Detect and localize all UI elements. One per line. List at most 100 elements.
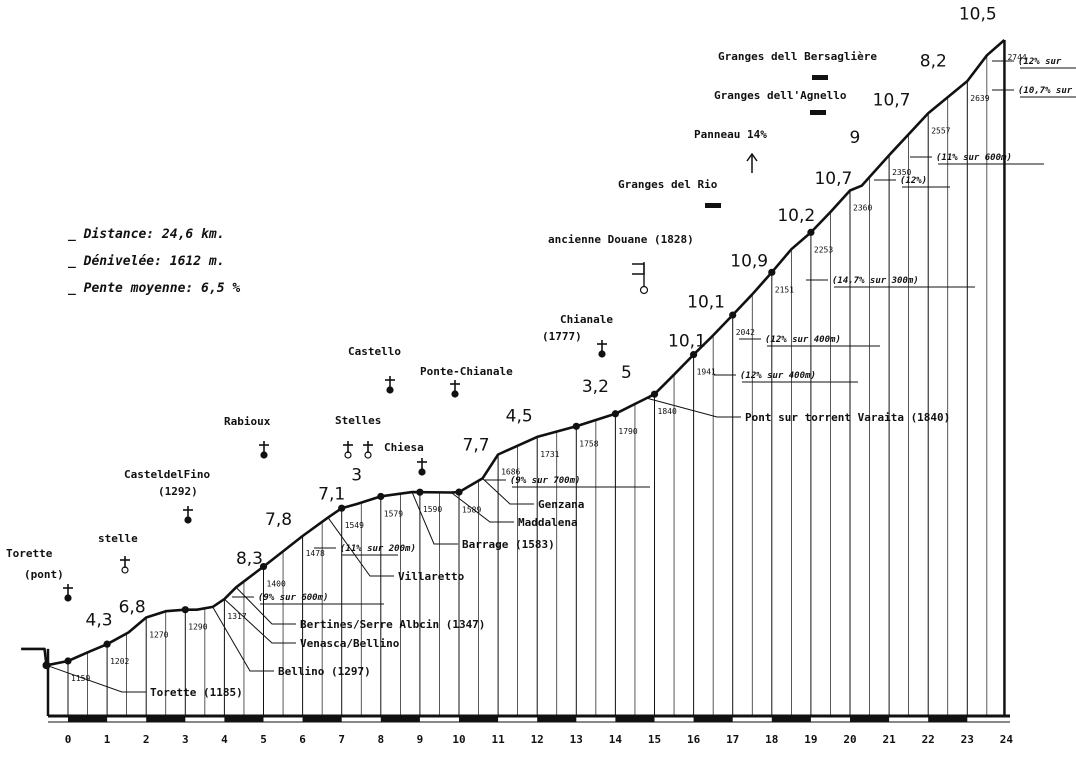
altitude-label: 2042 [736, 328, 755, 337]
altitude-label: 2744 [1007, 53, 1026, 62]
point-leader-line [450, 492, 514, 523]
x-tick-label: 2 [143, 733, 150, 746]
place-labels: Torette (pont) stelle CasteldelFino (1292) Ra… [6, 50, 877, 602]
profile-point-marker [181, 606, 189, 614]
x-tick-label: 22 [922, 733, 935, 746]
x-tick-label: 3 [182, 733, 189, 746]
profile-point-marker [650, 390, 659, 398]
profile-point-label: Bertines/Serre Albcin (1347) [300, 618, 485, 631]
base-segment [146, 715, 186, 722]
segment-gradient-label: 10,9 [730, 251, 768, 271]
profile-point-marker [611, 410, 620, 418]
profile-point-label: Villaretto [398, 570, 465, 583]
church-icon-base [451, 390, 459, 398]
segment-gradient-label: 10,5 [959, 4, 997, 24]
x-tick-label: 9 [417, 733, 424, 746]
profile-point-marker [259, 562, 268, 571]
altitude-label: 1159 [71, 674, 90, 683]
altitude-label: 2639 [970, 94, 989, 103]
profile-point-marker [572, 422, 580, 430]
altitude-label: 1840 [658, 407, 677, 416]
altitude-label: 2253 [814, 245, 833, 254]
profile-point-marker [768, 268, 776, 276]
segment-gradient-label: 4,5 [506, 407, 533, 427]
km-base-bar: 0 1 2 3 4 5 6 7 8 9 10 11 12 13 14 15 16 17 18 19 20 21 22 23 24 [48, 714, 1013, 746]
info-line: _ Distance: 24,6 km. [68, 227, 225, 242]
info-box: _ Distance: 24,6 km. _ Dénivelée: 1612 m.… [68, 227, 240, 296]
base-segment [224, 715, 264, 722]
x-tick-label: 5 [260, 733, 267, 746]
x-tick-label: 0 [65, 733, 72, 746]
place-label: Panneau 14% [694, 128, 767, 141]
profile-point-marker [377, 492, 385, 501]
segment-gradient-label: 10,1 [668, 332, 706, 352]
segment-gradient-label: 4,3 [86, 611, 113, 631]
profile-point-label: Torette (1185) [150, 686, 243, 699]
altitude-label: 1686 [501, 468, 520, 477]
info-line: _ Dénivelée: 1612 m. [68, 254, 225, 269]
place-label: Granges dell'Agnello [714, 89, 847, 102]
profile-point-marker [416, 488, 424, 496]
profile-point-marker [690, 351, 698, 359]
church-icon-base [598, 350, 606, 358]
segment-gradient-label: 3,2 [582, 377, 609, 397]
segment-gradient-label: 5 [621, 363, 632, 383]
barn-marker-icon [810, 110, 826, 115]
gradient-note: (9% sur 600m) [258, 593, 328, 603]
place-label: Torette [6, 547, 53, 560]
altitude-label: 1590 [423, 505, 442, 514]
church-icon-base [260, 451, 268, 459]
altitude-label: 2360 [853, 203, 872, 212]
base-segment [302, 715, 342, 722]
profile-group: 1159 1202 1270 1290 1317 1400 1478 1549 1579 1590… [21, 4, 1027, 699]
altitude-label: 1202 [110, 657, 129, 666]
x-tick-label: 21 [882, 733, 896, 746]
place-label: ancienne Douane (1828) [548, 233, 694, 246]
segment-gradient-label: 10,7 [814, 169, 852, 189]
base-segment [459, 715, 499, 722]
x-tick-label: 1 [104, 733, 111, 746]
place-label: Rabioux [224, 415, 271, 428]
segment-gradient-label: 7,7 [463, 435, 490, 455]
segment-gradient-label: 6,8 [119, 597, 146, 617]
place-label: Granges del Rio [618, 178, 718, 191]
point-leader-line [224, 598, 296, 644]
altitude-label: 1270 [149, 631, 168, 640]
altitude-label: 2350 [892, 168, 911, 177]
x-tick-label: 15 [648, 733, 661, 746]
point-leader-line [212, 606, 274, 672]
base-segment [68, 715, 108, 722]
x-tick-label: 7 [338, 733, 345, 746]
altitude-label: 1478 [306, 549, 325, 558]
place-sublabel: (1777) [542, 330, 582, 343]
x-tick-label: 17 [726, 733, 739, 746]
x-tick-label: 18 [765, 733, 778, 746]
gradient-note: (11% sur 600m) [936, 153, 1012, 163]
base-segment [615, 715, 655, 722]
point-leader-line [46, 664, 146, 693]
altitude-label: 1579 [384, 509, 403, 518]
point-leader-line [482, 478, 534, 505]
base-segment [693, 715, 733, 722]
place-label: Castello [348, 345, 401, 358]
altitude-label: 1790 [618, 427, 637, 436]
place-label: stelle [98, 532, 138, 545]
gradient-note: (12% sur 400m) [765, 335, 841, 345]
x-tick-label: 12 [531, 733, 544, 746]
church-icon-base [344, 451, 352, 459]
sign-arrow-head [746, 152, 758, 162]
gradient-note: (10,7% sur 3 [1018, 86, 1076, 96]
base-segment [380, 715, 420, 722]
segment-gradient-label: 7,1 [318, 485, 345, 505]
place-label: Chianale [560, 313, 613, 326]
x-tick-label: 19 [804, 733, 817, 746]
church-icon-base [184, 516, 192, 524]
x-tick-label: 6 [299, 733, 306, 746]
point-leader-line [411, 491, 458, 545]
altitude-label: 1400 [267, 580, 286, 589]
point-leader-line [327, 517, 394, 577]
church-icon-base [386, 386, 394, 394]
profile-point-marker [64, 657, 72, 665]
base-segment [537, 715, 577, 722]
